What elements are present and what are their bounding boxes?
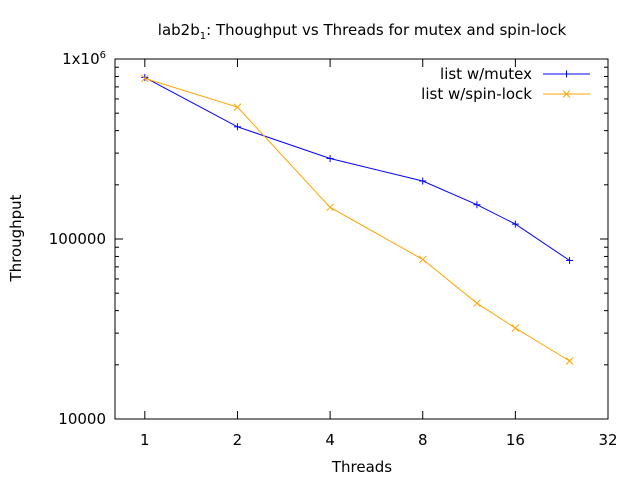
data-point-marker-d2: [511, 324, 520, 332]
x-tick-label: 32: [598, 431, 617, 449]
series-spin-lock: [140, 74, 574, 365]
data-point: [511, 220, 519, 228]
series-mutex: [141, 73, 574, 264]
data-point: [233, 123, 241, 131]
chart-title: lab2b1: Thoughput vs Threads for mutex a…: [158, 21, 567, 42]
data-point: [418, 255, 427, 264]
x-tick-label: 4: [325, 431, 335, 449]
y-tick-label-exponent: 6: [100, 50, 106, 61]
plot-frame: [114, 58, 609, 420]
chart-title-suffix: : Thoughput vs Threads for mutex and spi…: [206, 21, 566, 39]
legend-label: list w/mutex: [440, 65, 532, 83]
axis-tick-labels: 1 2 4 8 16 32 10000 100000 1x106: [49, 50, 618, 449]
y-tick-label: 1x106: [62, 50, 106, 68]
x-tick-label: 2: [233, 431, 243, 449]
data-point-marker-d2: [326, 203, 334, 212]
legend-label: list w/spin-lock: [421, 85, 532, 103]
data-point: [141, 73, 149, 81]
x-axis-label: Threads: [331, 458, 392, 476]
y-tick-label: 10000: [58, 410, 106, 428]
chart-title-prefix: lab2b: [158, 21, 200, 39]
x-tick-label: 1: [140, 431, 150, 449]
data-point-marker-d2: [565, 357, 574, 365]
data-point: [326, 203, 334, 212]
series-layer: [140, 73, 574, 365]
data-point: [419, 177, 427, 185]
data-point: [140, 74, 149, 83]
x-tick-label: 8: [418, 431, 428, 449]
axis-ticks: [115, 58, 609, 420]
x-tick-label: 16: [506, 431, 525, 449]
data-point: [566, 256, 574, 264]
data-point-marker-d2: [233, 103, 242, 112]
data-point: [511, 324, 520, 332]
data-point: [326, 155, 334, 163]
legend-entry: list w/mutex: [440, 65, 590, 83]
data-point-marker-d2: [140, 74, 149, 83]
data-point: [473, 201, 481, 209]
y-tick-label: 100000: [49, 230, 106, 248]
data-point: [233, 103, 242, 112]
y-tick-label-base: 1x10: [62, 50, 100, 68]
y-axis-label: Throughput: [7, 194, 25, 282]
data-point: [565, 357, 574, 365]
chart-title-subscript: 1: [200, 31, 206, 42]
legend-marker-d2: [562, 90, 571, 98]
data-point-marker-d2: [473, 299, 481, 308]
legend: list w/mutex list w/spin-lock: [421, 65, 590, 103]
series-line: [144, 76, 570, 261]
data-point: [473, 299, 481, 308]
data-point-marker-d2: [418, 255, 427, 264]
legend-entry: list w/spin-lock: [421, 85, 590, 103]
